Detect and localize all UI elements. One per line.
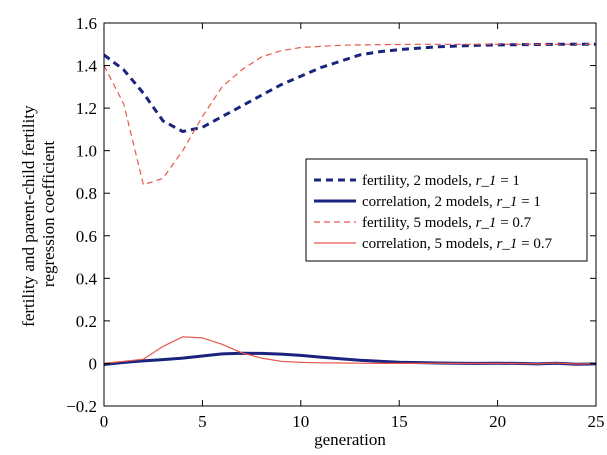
- y-tick-label: 0.4: [76, 269, 98, 288]
- legend-label-text: correlation, 5 models,: [362, 236, 497, 252]
- legend-label-2: correlation, 2 models, r_1 = 1: [362, 194, 541, 210]
- legend-label-value: = 1: [496, 173, 519, 189]
- y-tick-label: 1.2: [76, 99, 97, 118]
- x-tick-label: 5: [198, 412, 207, 431]
- legend-label-var: r_1: [476, 173, 497, 189]
- y-tick-label: 1.0: [76, 142, 97, 161]
- legend-label-4: correlation, 5 models, r_1 = 0.7: [362, 236, 553, 252]
- legend-label-value: = 0.7: [496, 215, 531, 231]
- y-axis-label-line-1: fertility and parent-child fertility: [19, 105, 38, 327]
- legend-label-var: r_1: [497, 194, 518, 210]
- legend-label-value: = 1: [517, 194, 540, 210]
- y-tick-label: 0.6: [76, 227, 97, 246]
- y-tick-label: 1.6: [76, 14, 97, 33]
- legend-box: [305, 158, 588, 262]
- legend-label-var: r_1: [497, 236, 518, 252]
- legend-label-text: fertility, 2 models,: [362, 173, 476, 189]
- series-layer: [103, 42, 597, 366]
- x-tick-label: 25: [588, 412, 605, 431]
- x-tick-label: 10: [292, 412, 309, 431]
- series-line-4: [103, 336, 597, 365]
- legend-label-value: = 0.7: [517, 236, 552, 252]
- x-axis-label: generation: [314, 430, 386, 449]
- plot-frame: [103, 22, 597, 407]
- x-tick-label: 0: [100, 412, 109, 431]
- legend-label-text: fertility, 5 models,: [362, 215, 476, 231]
- y-tick-label: 0: [89, 354, 98, 373]
- legend-label-3: fertility, 5 models, r_1 = 0.7: [362, 215, 532, 231]
- y-axis-label-line-2: regression coefficient: [39, 140, 58, 287]
- y-tick-label: 1.4: [76, 57, 98, 76]
- series-line-1: [103, 42, 596, 133]
- legend: fertility, 2 models, r_1 = 1correlation,…: [305, 158, 588, 262]
- y-axis-label: fertility and parent-child fertility reg…: [19, 101, 58, 327]
- legend-label-text: correlation, 2 models,: [362, 194, 497, 210]
- ticks-layer: 0 5 10 15 20 25−0.200.20.40.60.81.01.21.41.6: [66, 14, 604, 431]
- legend-label-1: fertility, 2 models, r_1 = 1: [362, 173, 520, 189]
- y-tick-label: 0.2: [76, 312, 97, 331]
- series-line-3: [103, 43, 596, 186]
- x-tick-label: 20: [489, 412, 506, 431]
- y-tick-label: −0.2: [66, 397, 97, 416]
- legend-label-var: r_1: [476, 215, 497, 231]
- x-tick-label: 15: [391, 412, 408, 431]
- y-tick-label: 0.8: [76, 184, 97, 203]
